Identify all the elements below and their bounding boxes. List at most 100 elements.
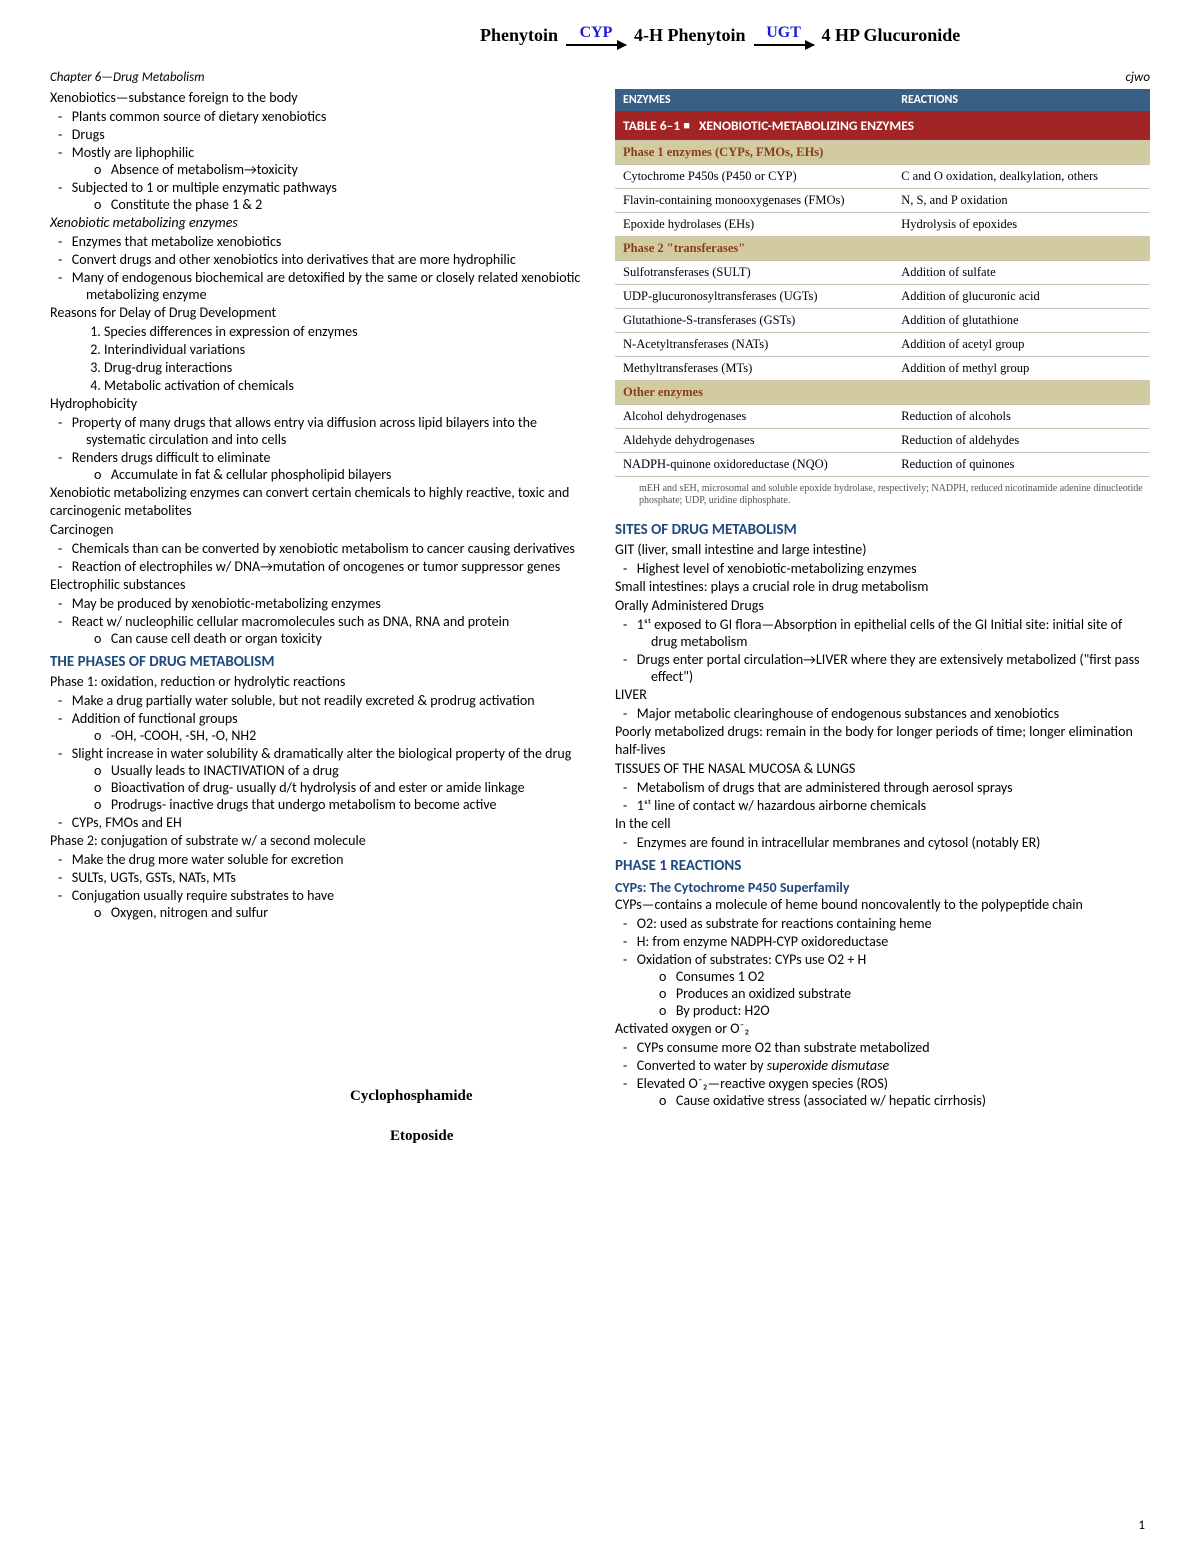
- list-item: May be produced by xenobiotic-metabolizi…: [86, 595, 585, 612]
- list-item: Metabolic activation of chemicals: [104, 377, 585, 394]
- handwriting-etop: Etoposide: [390, 1129, 453, 1144]
- list-item: Interindividual variations: [104, 341, 585, 358]
- table-header: ENZYMES: [615, 89, 893, 111]
- table-cell: Glutathione-S-transferases (GSTs): [615, 309, 893, 333]
- list-item: Produces an oxidized substrate: [687, 985, 1150, 1002]
- list-item: Converted to water by superoxide dismuta…: [651, 1057, 1150, 1074]
- handwriting-cyclo: Cyclophosphamide: [350, 1089, 473, 1104]
- list-item: By product: H2O: [687, 1002, 1150, 1019]
- hydro-title: Hydrophobicity: [50, 395, 585, 414]
- square-icon: ■: [683, 119, 690, 132]
- list-item: Reaction of electrophiles w/ DNA→mutatio…: [86, 558, 585, 575]
- phases-title: THE PHASES OF DRUG METABOLISM: [50, 653, 585, 671]
- arrow-icon: [754, 44, 814, 46]
- handwriting-top: Phenytoin CYP 4-H Phenytoin UGT 4 HP Glu…: [480, 10, 1160, 60]
- table-cell: Addition of glutathione: [893, 309, 1150, 333]
- hw-label-1: CYP: [580, 24, 613, 42]
- author-tag: cjwo: [1126, 70, 1150, 85]
- electro-title: Electrophilic substances: [50, 576, 585, 595]
- table-group: Phase 1 enzymes (CYPs, FMOs, EHs): [615, 141, 1150, 165]
- table-cell: Epoxide hydrolases (EHs): [615, 213, 893, 237]
- table-cell: Addition of methyl group: [893, 357, 1150, 381]
- list-item: Highest level of xenobiotic-metabolizing…: [651, 560, 1150, 577]
- list-item: Major metabolic clearinghouse of endogen…: [651, 705, 1150, 722]
- list-item: 1ˢᵗ line of contact w/ hazardous airborn…: [651, 797, 1150, 814]
- left-column: Xenobiotics—substance foreign to the bod…: [50, 89, 585, 1110]
- carc-title: Carcinogen: [50, 521, 585, 540]
- list-item: Species differences in expression of enz…: [104, 323, 585, 340]
- table-cell: Sulfotransferases (SULT): [615, 261, 893, 285]
- nasal-title: TISSUES OF THE NASAL MUCOSA & LUNGS: [615, 760, 1150, 779]
- xme-title: Xenobiotic metabolizing enzymes: [50, 214, 585, 233]
- ao-title: Activated oxygen or O⁻₂: [615, 1020, 1150, 1039]
- table-cell: Alcohol dehydrogenases: [615, 405, 893, 429]
- list-item: Drugs enter portal circulation→LIVER whe…: [651, 651, 1150, 685]
- list-item: Elevated O⁻₂—reactive oxygen species (RO…: [651, 1075, 1150, 1109]
- table-cell: Reduction of aldehydes: [893, 429, 1150, 453]
- table-cell: Addition of sulfate: [893, 261, 1150, 285]
- list-item: Mostly are liphophilic Absence of metabo…: [86, 144, 585, 178]
- table-cell: Aldehyde dehydrogenases: [615, 429, 893, 453]
- xme-convert: Xenobiotic metabolizing enzymes can conv…: [50, 484, 585, 522]
- right-column: TABLE 6–1 ■ XENOBIOTIC-METABOLIZING ENZY…: [615, 89, 1150, 1110]
- arrow-icon: [566, 44, 626, 46]
- list-item: Metabolism of drugs that are administere…: [651, 779, 1150, 796]
- list-item: Make the drug more water soluble for exc…: [86, 851, 585, 868]
- list-item: Bioactivation of drug- usually d/t hydro…: [122, 779, 585, 796]
- table-header: REACTIONS: [893, 89, 1150, 111]
- table-cell: UDP-glucuronosyltransferases (UGTs): [615, 285, 893, 309]
- list-item: 1ˢᵗ exposed to GI flora—Absorption in ep…: [651, 616, 1150, 650]
- list-item: Oxygen, nitrogen and sulfur: [122, 904, 585, 921]
- table-footnote: mEH and sEH, microsomal and soluble epox…: [615, 481, 1150, 515]
- list-item: Convert drugs and other xenobiotics into…: [86, 251, 585, 268]
- enzyme-table: TABLE 6–1 ■ XENOBIOTIC-METABOLIZING ENZY…: [615, 89, 1150, 477]
- table-cell: NADPH-quinone oxidoreductase (NQO): [615, 453, 893, 477]
- p2-title: Phase 2: conjugation of substrate w/ a s…: [50, 832, 585, 851]
- list-item: Oxidation of substrates: CYPs use O2 + H…: [651, 951, 1150, 1019]
- list-item: Prodrugs- inactive drugs that undergo me…: [122, 796, 585, 813]
- list-item: Consumes 1 O2: [687, 968, 1150, 985]
- list-item: Slight increase in water solubility & dr…: [86, 745, 585, 813]
- list-item: H: from enzyme NADPH-CYP oxidoreductase: [651, 933, 1150, 950]
- list-item: Accumulate in fat & cellular phospholipi…: [122, 466, 585, 483]
- table-caption-text: XENOBIOTIC-METABOLIZING ENZYMES: [699, 117, 914, 134]
- list-item: Absence of metabolism→toxicity: [122, 161, 585, 178]
- list-item: Cause oxidative stress (associated w/ he…: [687, 1092, 1150, 1109]
- list-item: Property of many drugs that allows entry…: [86, 414, 585, 448]
- liver-title: LIVER: [615, 686, 1150, 705]
- list-item: O2: used as substrate for reactions cont…: [651, 915, 1150, 932]
- list-item: CYPs, FMOs and EH: [86, 814, 585, 831]
- list-item: Can cause cell death or organ toxicity: [122, 630, 585, 647]
- table-group: Other enzymes: [615, 381, 1150, 405]
- table-cell: Methyltransferases (MTs): [615, 357, 893, 381]
- table-cell: Cytochrome P450s (P450 or CYP): [615, 165, 893, 189]
- si-line: Small intestines: plays a crucial role i…: [615, 578, 1150, 597]
- sites-title: SITES OF DRUG METABOLISM: [615, 521, 1150, 539]
- list-item: CYPs consume more O2 than substrate meta…: [651, 1039, 1150, 1056]
- p1r-title: PHASE 1 REACTIONS: [615, 857, 1150, 875]
- git-line: GIT (liver, small intestine and large in…: [615, 541, 1150, 560]
- xeno-intro: Xenobiotics—substance foreign to the bod…: [50, 89, 585, 108]
- list-item: Constitute the phase 1 & 2: [122, 196, 585, 213]
- chapter-title: Chapter 6—Drug Metabolism: [50, 70, 205, 85]
- list-item: Drug-drug interactions: [104, 359, 585, 376]
- cyps-subtitle: CYPs: The Cytochrome P450 Superfamily: [615, 879, 1150, 896]
- delay-title: Reasons for Delay of Drug Development: [50, 304, 585, 323]
- hw-label-2: UGT: [766, 24, 801, 42]
- list-item: Addition of functional groups -OH, -COOH…: [86, 710, 585, 744]
- table-cell: N, S, and P oxidation: [893, 189, 1150, 213]
- list-item: React w/ nucleophilic cellular macromole…: [86, 613, 585, 647]
- list-item: Chemicals than can be converted by xenob…: [86, 540, 585, 557]
- cell-title: In the cell: [615, 815, 1150, 834]
- table-cell: Addition of acetyl group: [893, 333, 1150, 357]
- list-item: SULTs, UGTs, GSTs, NATs, MTs: [86, 869, 585, 886]
- list-item: Enzymes are found in intracellular membr…: [651, 834, 1150, 851]
- p1-title: Phase 1: oxidation, reduction or hydroly…: [50, 673, 585, 692]
- list-item: Conjugation usually require substrates t…: [86, 887, 585, 921]
- table-cell: Reduction of quinones: [893, 453, 1150, 477]
- table-cell: Reduction of alcohols: [893, 405, 1150, 429]
- page-number: 1: [1138, 1518, 1145, 1533]
- hw-word-1: Phenytoin: [480, 25, 558, 46]
- list-item: Many of endogenous biochemical are detox…: [86, 269, 585, 303]
- hw-word-2: 4-H Phenytoin: [634, 25, 746, 46]
